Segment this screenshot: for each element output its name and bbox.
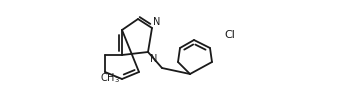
Text: CH$_3$: CH$_3$ bbox=[100, 71, 120, 85]
Text: N: N bbox=[153, 17, 160, 27]
Text: Cl: Cl bbox=[224, 30, 235, 40]
Text: N: N bbox=[150, 54, 157, 64]
